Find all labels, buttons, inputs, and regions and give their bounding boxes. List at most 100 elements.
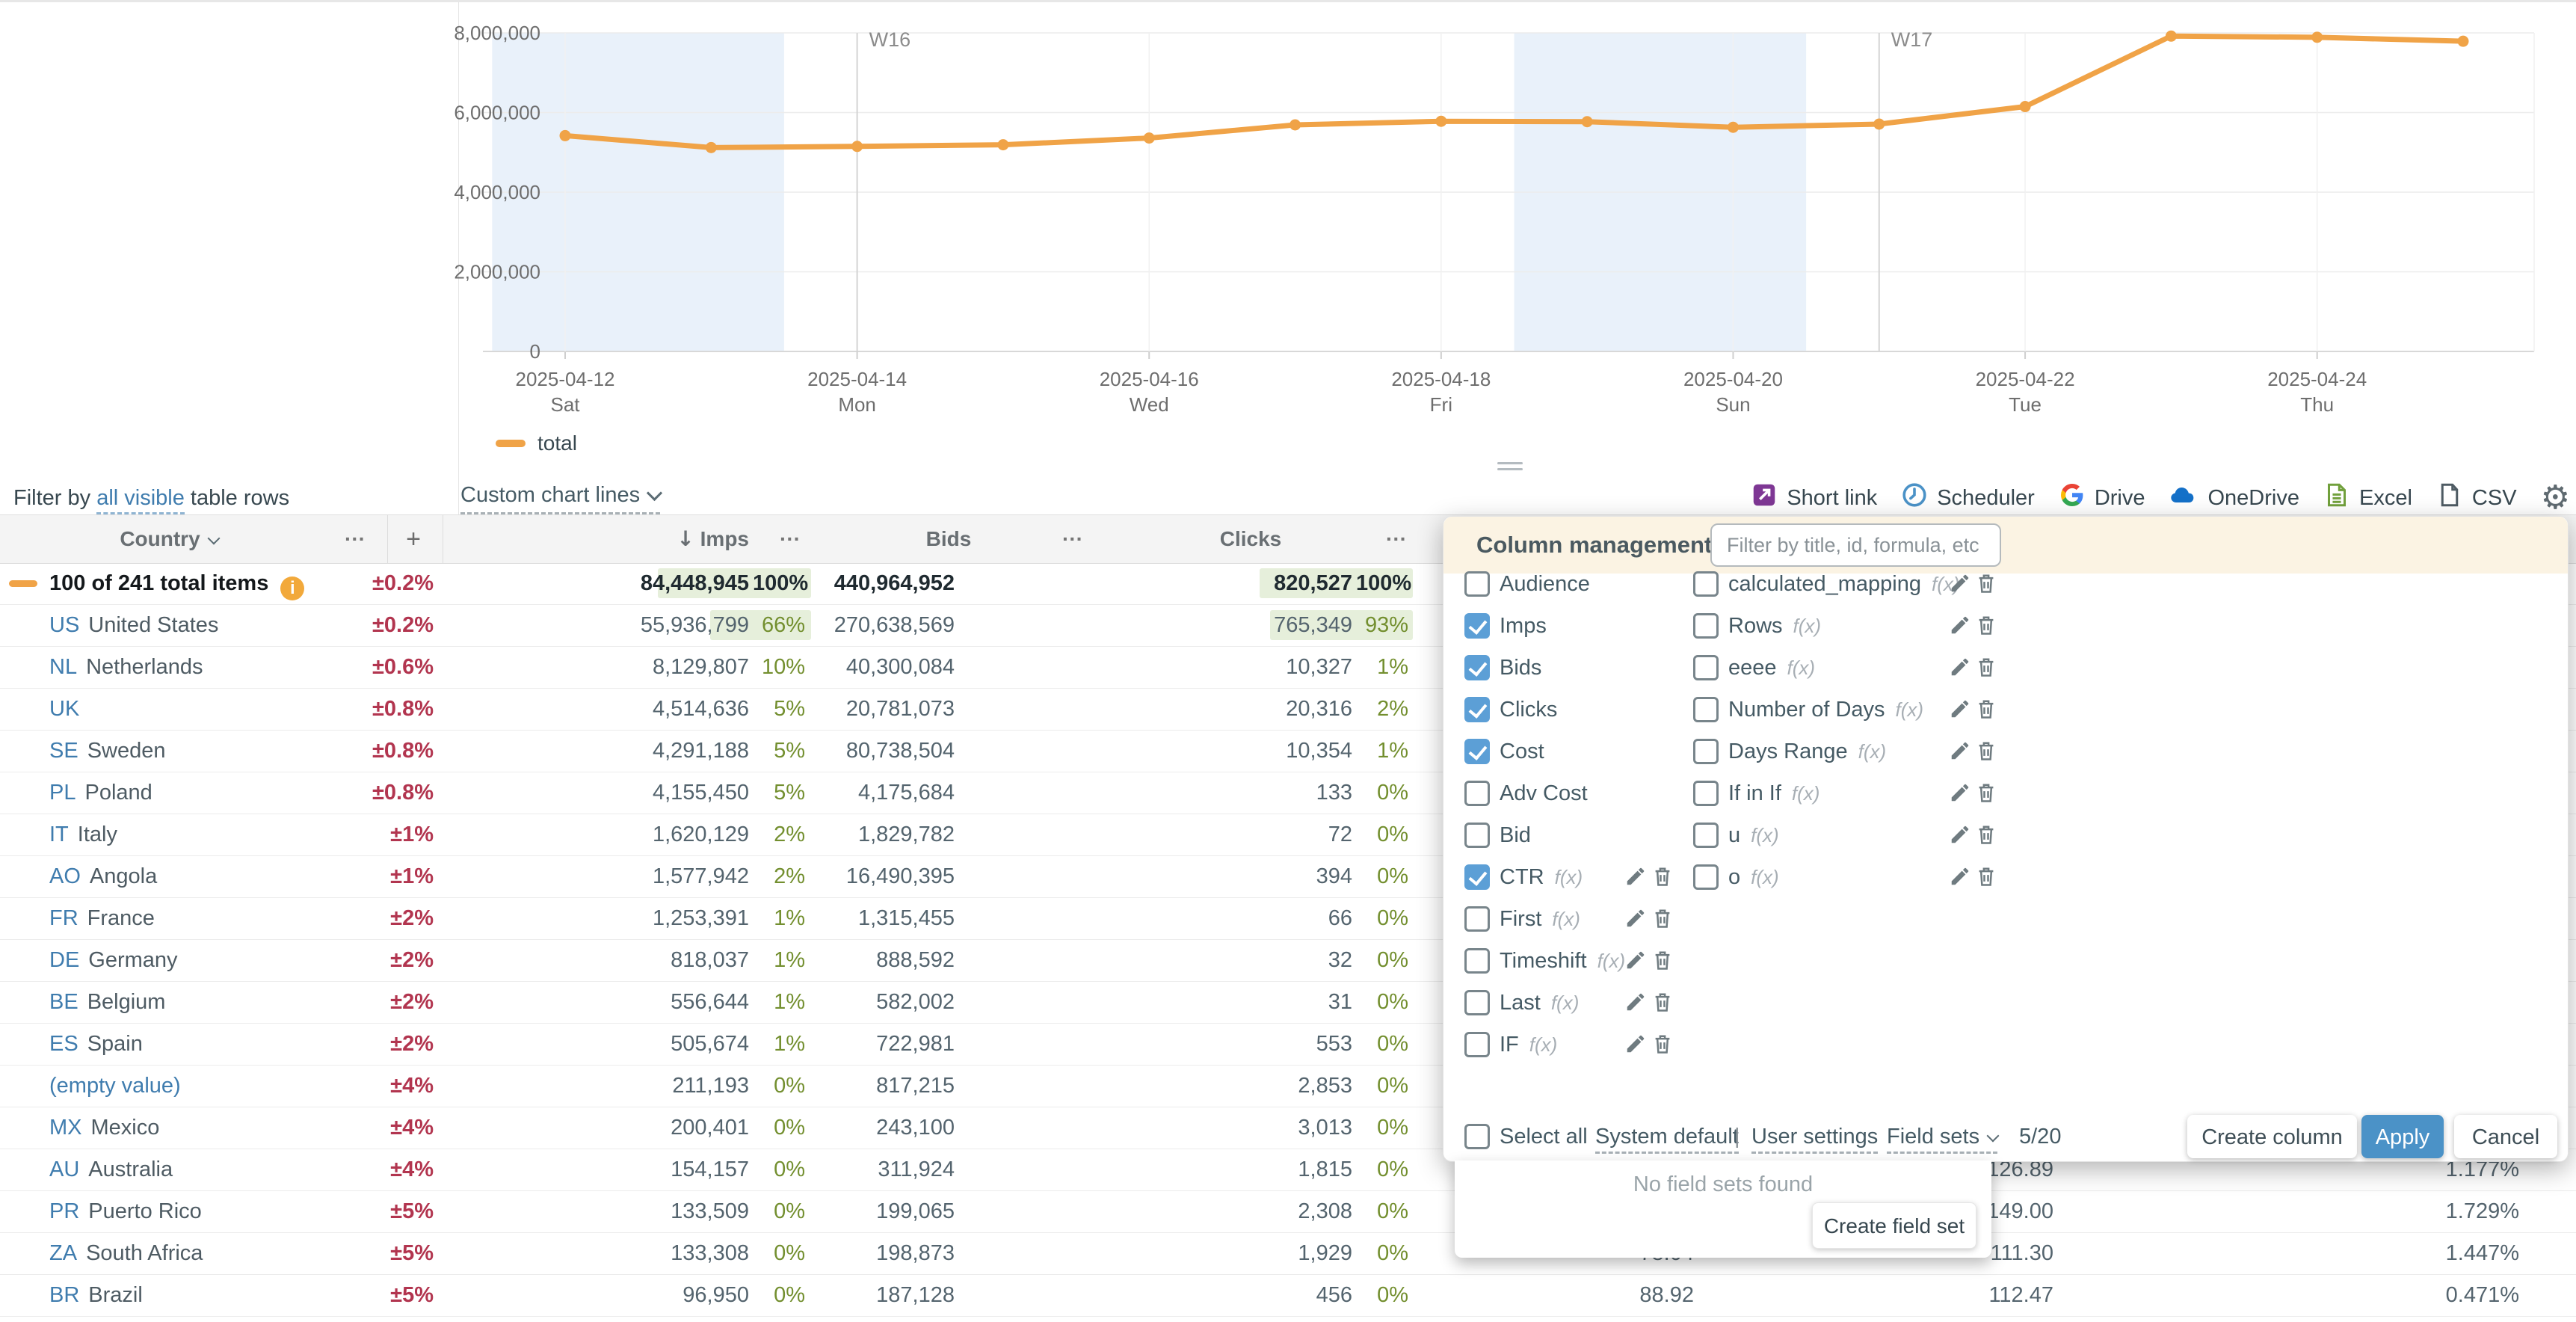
country-link[interactable]: AU (49, 1157, 80, 1181)
column-label-text[interactable]: Timeshift (1500, 949, 1587, 973)
delete-column-button[interactable] (1975, 823, 1999, 847)
country-link[interactable]: ZA (49, 1241, 78, 1265)
column-checkbox-IF[interactable] (1464, 1032, 1490, 1057)
column-label-text[interactable]: Last (1500, 991, 1541, 1015)
country-name[interactable]: United States (88, 613, 219, 637)
create-column-button[interactable]: Create column (2187, 1115, 2357, 1158)
toolbar-scheduler-button[interactable]: Scheduler (1901, 482, 2035, 514)
country-name[interactable]: Netherlands (86, 655, 203, 679)
imps-column-menu-button[interactable]: ··· (780, 527, 801, 550)
column-header-country[interactable]: Country (30, 515, 308, 563)
country-link[interactable]: SE (49, 739, 78, 763)
column-checkbox-CTR[interactable] (1464, 864, 1490, 890)
column-filter-input[interactable] (1710, 523, 2001, 567)
column-label-text[interactable]: Rows (1728, 614, 1783, 638)
edit-column-button[interactable] (1949, 698, 1973, 722)
edit-column-button[interactable] (1949, 823, 1973, 847)
column-label-text[interactable]: Audience (1500, 572, 1590, 596)
country-link[interactable]: NL (49, 655, 78, 679)
column-header-imps[interactable]: ↓ Imps (677, 526, 749, 551)
edit-column-button[interactable] (1624, 907, 1648, 931)
settings-gear-icon[interactable]: ⚙ (2540, 479, 2570, 517)
delete-column-button[interactable] (1651, 865, 1675, 889)
country-link[interactable]: ES (49, 1032, 78, 1056)
resize-handle[interactable] (1497, 462, 1527, 476)
country-link[interactable]: DE (49, 948, 80, 972)
edit-column-button[interactable] (1949, 865, 1973, 889)
country-link[interactable]: (empty value) (49, 1074, 181, 1098)
column-checkbox-Bids[interactable] (1464, 655, 1490, 680)
column-checkbox-Adv Cost[interactable] (1464, 781, 1490, 806)
column-checkbox-o[interactable] (1693, 864, 1719, 890)
column-checkbox-calculated_mapping[interactable] (1693, 571, 1719, 597)
filter-scope-link[interactable]: all visible (96, 486, 185, 514)
custom-chart-lines-toggle[interactable]: Custom chart lines (460, 483, 663, 514)
column-checkbox-Timeshift[interactable] (1464, 948, 1490, 974)
select-all-checkbox[interactable] (1464, 1124, 1490, 1149)
edit-column-button[interactable] (1949, 656, 1973, 680)
delete-column-button[interactable] (1651, 949, 1675, 973)
toolbar-drive-button[interactable]: Drive (2059, 482, 2145, 514)
system-default-link[interactable]: System default (1595, 1125, 1739, 1154)
country-link[interactable]: BR (49, 1283, 80, 1307)
country-name[interactable]: Puerto Rico (88, 1199, 202, 1223)
column-checkbox-Last[interactable] (1464, 990, 1490, 1015)
toolbar-onedrive-button[interactable]: OneDrive (2169, 480, 2299, 516)
column-label-text[interactable]: calculated_mapping (1728, 572, 1921, 596)
delete-column-button[interactable] (1975, 656, 1999, 680)
cancel-button[interactable]: Cancel (2454, 1115, 2557, 1158)
edit-column-button[interactable] (1949, 614, 1973, 638)
column-checkbox-Cost[interactable] (1464, 739, 1490, 764)
column-checkbox-eeee[interactable] (1693, 655, 1719, 680)
edit-column-button[interactable] (1624, 1033, 1648, 1057)
country-link[interactable]: AO (49, 864, 81, 888)
country-name[interactable]: Sweden (87, 739, 166, 763)
column-label-text[interactable]: o (1728, 865, 1741, 889)
country-link[interactable]: UK (49, 697, 80, 721)
apply-button[interactable]: Apply (2361, 1115, 2444, 1158)
country-link[interactable]: MX (49, 1116, 82, 1140)
edit-column-button[interactable] (1949, 572, 1973, 596)
column-header-bids[interactable]: Bids (925, 527, 972, 550)
column-label-text[interactable]: Imps (1500, 614, 1547, 638)
delete-column-button[interactable] (1651, 907, 1675, 931)
column-label-text[interactable]: Bid (1500, 823, 1531, 847)
toolbar-csv-button[interactable]: CSV (2436, 482, 2517, 514)
country-link[interactable]: US (49, 613, 80, 637)
country-name[interactable]: Brazil (88, 1283, 143, 1307)
column-label-text[interactable]: Clicks (1500, 698, 1558, 722)
country-link[interactable]: FR (49, 906, 78, 930)
toolbar-short-link-button[interactable]: Short link (1751, 482, 1877, 514)
toolbar-excel-button[interactable]: Excel (2323, 482, 2412, 514)
column-label-text[interactable]: Number of Days (1728, 698, 1885, 722)
chart-legend-item-total[interactable]: total (496, 431, 577, 456)
column-label-text[interactable]: CTR (1500, 865, 1544, 889)
column-checkbox-First[interactable] (1464, 906, 1490, 932)
country-name[interactable]: Angola (89, 864, 158, 888)
country-link[interactable]: IT (49, 823, 69, 846)
column-label-text[interactable]: IF (1500, 1033, 1519, 1057)
column-checkbox-Audience[interactable] (1464, 571, 1490, 597)
create-field-set-button[interactable]: Create field set (1812, 1202, 1976, 1249)
user-settings-link[interactable]: User settings (1751, 1125, 1879, 1154)
column-checkbox-Number of Days[interactable] (1693, 697, 1719, 722)
clicks-column-menu-button[interactable]: ··· (1386, 527, 1407, 550)
column-label-text[interactable]: Cost (1500, 740, 1544, 763)
country-name[interactable]: Mexico (90, 1116, 160, 1140)
column-checkbox-Days Range[interactable] (1693, 739, 1719, 764)
column-label-text[interactable]: Days Range (1728, 740, 1848, 763)
country-name[interactable]: Spain (87, 1032, 143, 1056)
country-name[interactable]: Germany (88, 948, 178, 972)
column-checkbox-Rows[interactable] (1693, 613, 1719, 639)
column-checkbox-Bid[interactable] (1464, 823, 1490, 848)
column-label-text[interactable]: Adv Cost (1500, 781, 1588, 805)
column-label-text[interactable]: First (1500, 907, 1542, 931)
column-label-text[interactable]: u (1728, 823, 1741, 847)
delete-column-button[interactable] (1975, 698, 1999, 722)
country-name[interactable]: Italy (77, 823, 117, 846)
info-icon[interactable]: i (280, 577, 305, 600)
delete-column-button[interactable] (1975, 572, 1999, 596)
column-checkbox-u[interactable] (1693, 823, 1719, 848)
country-link[interactable]: PR (49, 1199, 80, 1223)
country-name[interactable]: South Africa (86, 1241, 203, 1265)
